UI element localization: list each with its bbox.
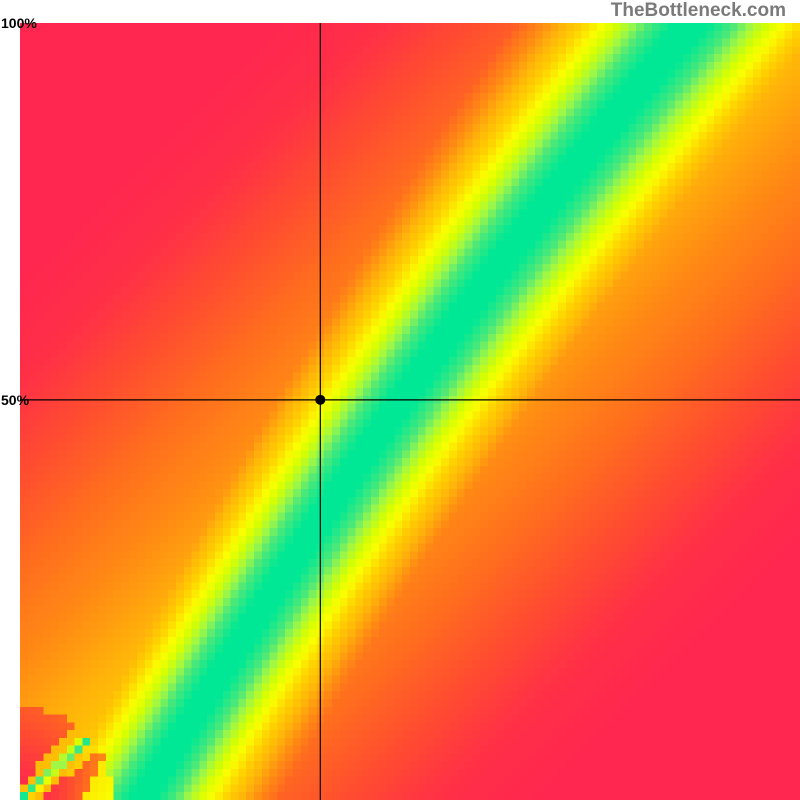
y-tick-100: 100% bbox=[1, 15, 37, 31]
y-tick-50: 50% bbox=[1, 392, 29, 408]
bottleneck-heatmap bbox=[20, 23, 800, 800]
attribution-label: TheBottleneck.com bbox=[611, 0, 786, 22]
chart-container: TheBottleneck.com 100% 50% bbox=[0, 0, 800, 800]
